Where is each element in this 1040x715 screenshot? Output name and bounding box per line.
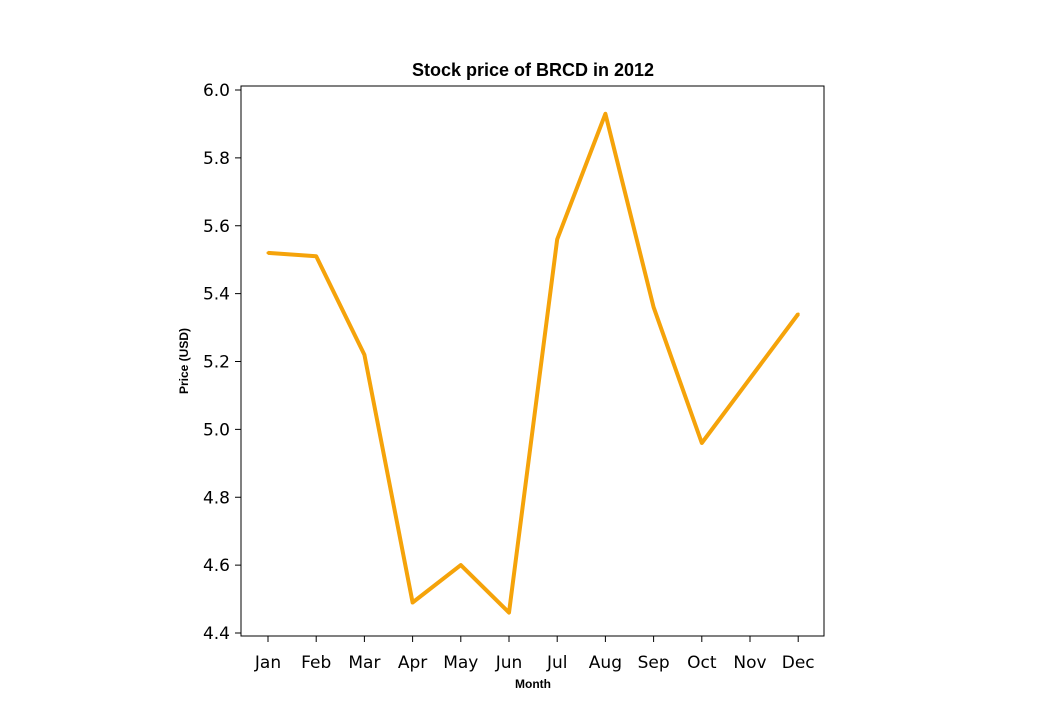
data-point <box>700 441 704 445</box>
y-tick-label: 5.6 <box>203 217 230 237</box>
data-point <box>603 112 607 116</box>
y-tick-label: 5.0 <box>203 420 230 440</box>
data-point <box>555 237 559 241</box>
x-tick-label: Feb <box>301 653 331 673</box>
y-tick-label: 6.0 <box>203 81 230 101</box>
x-tick-label: Jul <box>546 653 568 673</box>
data-point <box>411 600 415 604</box>
series-line <box>267 111 800 615</box>
data-point <box>362 353 366 357</box>
chart-title: Stock price of BRCD in 2012 <box>412 60 654 80</box>
data-point <box>266 251 270 255</box>
data-point <box>652 305 656 309</box>
y-tick-label: 5.8 <box>203 149 230 169</box>
x-tick-label: Dec <box>782 653 815 673</box>
plot-area-frame <box>240 85 825 637</box>
x-tick-label: Jun <box>495 653 523 673</box>
x-tick-label: May <box>443 653 478 673</box>
x-tick-label: Nov <box>733 653 766 673</box>
x-tick-label: Mar <box>348 653 380 673</box>
y-axis: 4.4 4.6 4.8 5.0 5.2 5.4 5.6 5.8 6.0 <box>203 81 241 644</box>
x-axis: Jan Feb Mar Apr May Jun Jul Aug Sep Oct Nov Dec <box>254 636 815 673</box>
data-point <box>748 376 752 380</box>
x-tick-label: Oct <box>687 653 717 673</box>
x-tick-label: Apr <box>398 653 427 673</box>
y-tick-label: 4.8 <box>203 488 230 508</box>
x-tick-label: Sep <box>638 653 670 673</box>
y-tick-label: 4.6 <box>203 556 230 576</box>
x-tick-label: Aug <box>589 653 622 673</box>
data-point <box>507 611 511 615</box>
y-tick-label: 5.4 <box>203 285 230 305</box>
y-tick-label: 5.2 <box>203 353 230 373</box>
y-axis-title: Price (USD) <box>177 328 191 394</box>
data-point <box>314 254 318 258</box>
y-tick-label: 4.4 <box>203 624 230 644</box>
data-point <box>459 563 463 567</box>
series-layer <box>266 111 800 615</box>
x-tick-label: Jan <box>254 653 281 673</box>
x-axis-title: Month <box>515 677 551 691</box>
data-point <box>796 312 800 316</box>
